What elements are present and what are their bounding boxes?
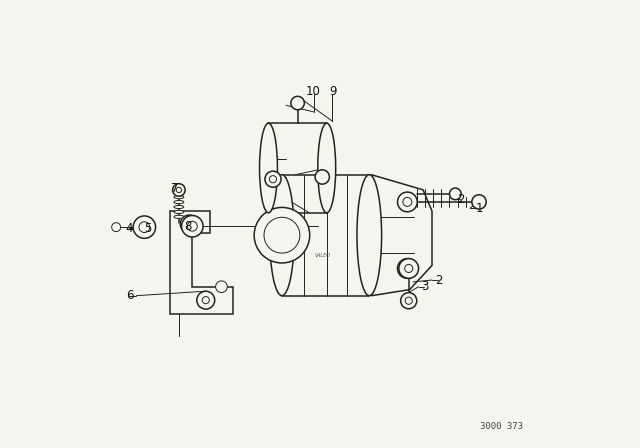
Ellipse shape bbox=[174, 205, 184, 209]
Ellipse shape bbox=[357, 175, 381, 296]
Circle shape bbox=[397, 192, 417, 212]
Circle shape bbox=[139, 222, 150, 233]
Circle shape bbox=[449, 188, 461, 200]
Circle shape bbox=[404, 264, 413, 272]
Circle shape bbox=[173, 184, 185, 196]
Text: 10: 10 bbox=[306, 85, 321, 99]
Circle shape bbox=[254, 207, 310, 263]
Text: 2: 2 bbox=[435, 273, 442, 287]
Text: 2: 2 bbox=[458, 193, 465, 206]
Ellipse shape bbox=[318, 123, 336, 213]
Text: VALEO: VALEO bbox=[314, 253, 330, 258]
Circle shape bbox=[265, 171, 281, 187]
Circle shape bbox=[291, 96, 305, 110]
Polygon shape bbox=[170, 211, 233, 314]
Text: 7: 7 bbox=[171, 181, 178, 195]
Circle shape bbox=[399, 258, 419, 278]
Text: 1: 1 bbox=[476, 202, 483, 215]
Ellipse shape bbox=[174, 196, 184, 199]
Circle shape bbox=[269, 176, 276, 183]
Text: 3000 373: 3000 373 bbox=[480, 422, 523, 431]
Text: 9: 9 bbox=[330, 85, 337, 99]
Circle shape bbox=[112, 223, 121, 232]
Circle shape bbox=[403, 198, 412, 207]
Ellipse shape bbox=[269, 175, 294, 296]
Text: 3: 3 bbox=[422, 280, 429, 293]
Circle shape bbox=[188, 221, 197, 231]
Circle shape bbox=[186, 220, 193, 228]
Circle shape bbox=[197, 291, 215, 309]
Circle shape bbox=[202, 297, 209, 304]
Text: 4: 4 bbox=[126, 222, 133, 235]
Circle shape bbox=[264, 217, 300, 253]
Circle shape bbox=[401, 293, 417, 309]
Circle shape bbox=[315, 170, 330, 184]
Circle shape bbox=[180, 215, 198, 233]
Circle shape bbox=[176, 187, 182, 193]
Ellipse shape bbox=[260, 123, 278, 213]
Circle shape bbox=[133, 216, 156, 238]
Circle shape bbox=[397, 258, 417, 278]
Text: 5: 5 bbox=[144, 222, 151, 235]
Text: 8: 8 bbox=[184, 220, 191, 233]
Text: 6: 6 bbox=[126, 289, 133, 302]
Circle shape bbox=[403, 264, 412, 273]
Circle shape bbox=[472, 195, 486, 209]
Ellipse shape bbox=[174, 201, 184, 204]
Polygon shape bbox=[371, 175, 432, 296]
Circle shape bbox=[182, 215, 203, 237]
Ellipse shape bbox=[174, 211, 184, 214]
Ellipse shape bbox=[174, 215, 184, 219]
Circle shape bbox=[405, 297, 412, 304]
Circle shape bbox=[216, 281, 227, 293]
